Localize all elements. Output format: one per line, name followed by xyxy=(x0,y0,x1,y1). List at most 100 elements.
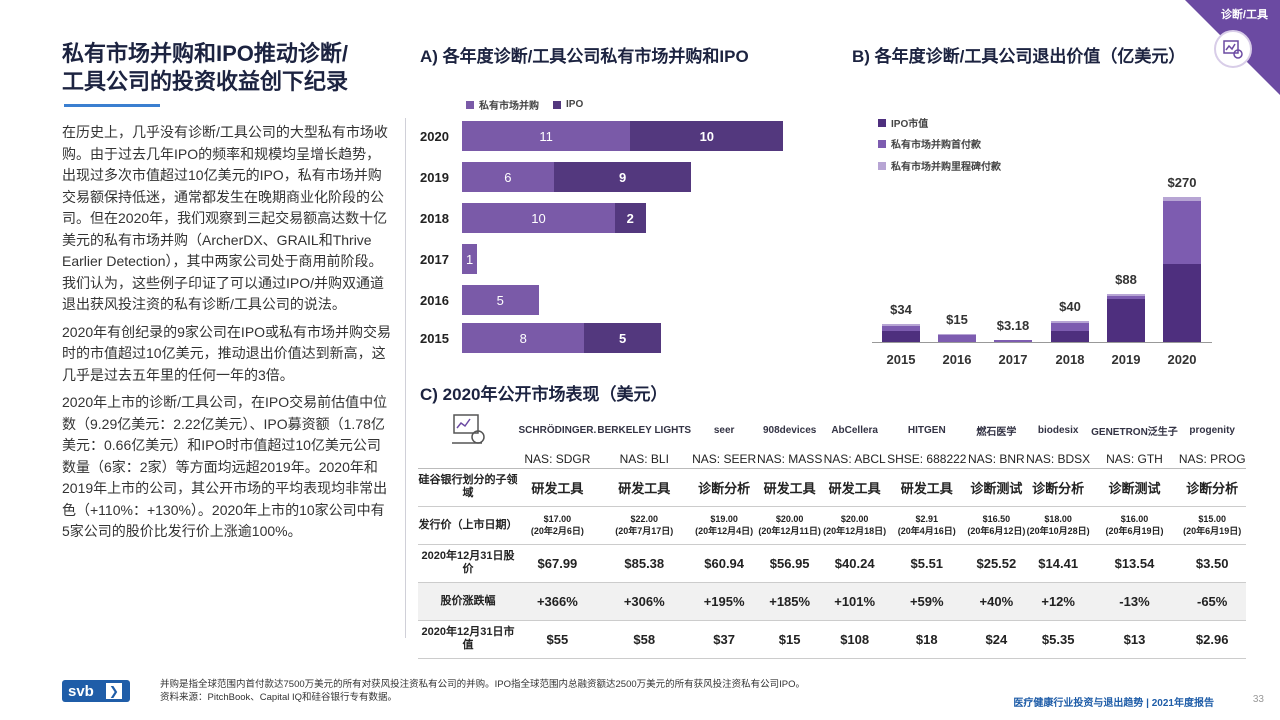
chart-a-row: 2019 6 9 xyxy=(420,161,692,193)
table-cell: 研发工具 xyxy=(822,468,887,507)
page-title: 私有市场并购和IPO推动诊断/ 工具公司的投资收益创下纪录 xyxy=(62,40,348,96)
chart-b-bar-ipo xyxy=(1163,264,1201,342)
table-cell: -65% xyxy=(1178,582,1246,621)
page-number: 33 xyxy=(1252,694,1264,705)
table-cell: $15 xyxy=(756,620,823,659)
corner-label: 诊断/工具 xyxy=(1220,9,1268,21)
chart-b-bar-upfront xyxy=(994,340,1032,342)
chart-a-year-label: 2015 xyxy=(420,330,449,346)
ticker-cell: NAS: BDSX xyxy=(1025,450,1091,469)
ticker-cell: NAS: SEER xyxy=(691,450,757,469)
table-cell: $18.00 (20年10月28日) xyxy=(1025,506,1091,545)
chart-b-legend-ipo: IPO市值 xyxy=(878,115,928,130)
chart-b-bar-milestone xyxy=(1163,197,1201,201)
body-paragraph-1: 在历史上，几乎没有诊断/工具公司的大型私有市场收购。由于过去几年IPO的频率和规… xyxy=(62,124,388,312)
chart-a-bar-ma: 10 xyxy=(462,203,615,233)
chart-b-year-label: 2017 xyxy=(998,352,1028,367)
chart-b-bar-milestone xyxy=(882,323,920,326)
table-row: 硅谷银行划分的子领域 研发工具 研发工具 诊断分析 研发工具 研发工具 研发工具 诊断测试 诊断… xyxy=(418,468,1246,507)
monitor-icon xyxy=(452,413,485,444)
chart-a-bar-ipo: 2 xyxy=(615,203,646,233)
chart-a-year-label: 2020 xyxy=(420,128,449,144)
table-cell: $25.52 xyxy=(966,544,1026,583)
title-line2: 工具公司的投资收益创下纪录 xyxy=(62,69,349,94)
table-cell: 研发工具 xyxy=(596,468,692,507)
table-cell: $55 xyxy=(518,620,597,659)
chart-a-row: 2017 1 xyxy=(420,243,478,275)
chart-b-total-label: $88 xyxy=(1115,272,1137,288)
divider xyxy=(405,118,406,638)
title-line1: 私有市场并购和IPO推动诊断/ xyxy=(62,41,349,66)
chart-b-bar-upfront xyxy=(1163,200,1201,265)
table-cell: $16.00 (20年6月19日) xyxy=(1090,506,1179,545)
chart-a-bar-ma: 1 xyxy=(462,244,478,274)
chart-a-year-label: 2016 xyxy=(420,292,449,308)
table-cell: $5.51 xyxy=(886,544,967,583)
row-header: 硅谷银行划分的子领域 xyxy=(418,468,518,507)
chart-c-title: C) 2020年公开市场表现（美元） xyxy=(420,385,668,404)
row-header: 2020年12月31日股价 xyxy=(418,544,518,583)
company-logo: seer xyxy=(713,424,735,436)
table-cell: 诊断分析 xyxy=(1178,468,1246,507)
chart-b-total-label: $15 xyxy=(946,311,968,327)
table-cell: $15.00 (20年6月19日) xyxy=(1178,506,1246,545)
table-cell: 研发工具 xyxy=(518,468,597,507)
table-cell: $108 xyxy=(822,620,887,659)
table-cell: +366% xyxy=(518,582,597,621)
company-logo: 燃石医学 xyxy=(976,426,1017,438)
chart-b-bar-upfront xyxy=(1051,323,1089,332)
table-cell: $2.91 (20年4月16日) xyxy=(886,506,967,545)
chart-b-total-label: $34 xyxy=(890,301,912,317)
legend-ipo: IPO xyxy=(566,99,584,110)
chart-a-bar-ma: 11 xyxy=(462,121,631,151)
chart-b-bar-upfront xyxy=(882,325,920,332)
chart-b-bar-ipo xyxy=(1051,331,1089,342)
chart-b-year-label: 2016 xyxy=(942,352,972,367)
table-cell: $17.00 (20年2月6日) xyxy=(518,506,597,545)
body-paragraph-2: 2020年有创纪录的9家公司在IPO或私有市场并购交易时的市值超过10亿美元，推… xyxy=(62,323,392,383)
chart-a-bar-ma: 5 xyxy=(462,285,539,315)
row-header: 发行价（上市日期） xyxy=(418,506,518,545)
company-logo: HITGEN xyxy=(907,424,946,436)
chart-b-bar-upfront xyxy=(1107,295,1145,300)
company-logo: progenity xyxy=(1189,424,1235,436)
chart-b-bar-ipo xyxy=(1107,299,1145,342)
chart-a-year-label: 2017 xyxy=(420,251,449,267)
table-cell: +101% xyxy=(822,582,887,621)
chart-b-legend-upfront: 私有市场并购首付款 xyxy=(878,136,981,151)
table-cell: 诊断分析 xyxy=(1025,468,1091,507)
table-row: 股价涨跌幅 +366% +306% +195% +185% +101% +59% +40% +1… xyxy=(418,582,1246,621)
footnote-line2: 资料来源：PitchBook、Capital IQ和硅谷银行专有数据。 xyxy=(160,692,398,703)
chart-b-bar-milestone xyxy=(1107,294,1145,296)
chart-b-total-label: $270 xyxy=(1167,175,1197,190)
company-logo: BERKELEY LIGHTS xyxy=(597,424,692,436)
table-cell: $18 xyxy=(886,620,967,659)
table-row: 2020年12月31日股价 $67.99 $85.38 $60.94 $56.95 $40… xyxy=(418,544,1246,583)
table-cell: $56.95 xyxy=(756,544,823,583)
ticker-row: NAS: SDGR NAS: BLI NAS: SEER NAS: MASS NAS: … xyxy=(418,450,1246,469)
table-cell: $20.00 (20年12月18日) xyxy=(822,506,887,545)
chart-b-total-label: $40 xyxy=(1059,298,1081,314)
table-cell: 诊断分析 xyxy=(691,468,757,507)
chart-a-title: A) 各年度诊断/工具公司私有市场并购和IPO xyxy=(420,47,749,66)
table-icon-cell xyxy=(418,410,518,450)
chart-b-year-label: 2019 xyxy=(1111,352,1141,367)
chart-b-total-label: $3.18 xyxy=(996,318,1030,334)
table-cell: +59% xyxy=(886,582,967,621)
company-logo: AbCellera xyxy=(831,424,878,436)
title-rule xyxy=(64,104,160,107)
body-paragraph-3: 2020年上市的诊断/工具公司，在IPO交易前估值中位数（9.29亿美元：2.2… xyxy=(62,394,388,539)
table-cell: 诊断测试 xyxy=(1090,468,1179,507)
chart-a-bar-ipo: 10 xyxy=(630,121,784,151)
chart-a-row: 2016 5 xyxy=(420,284,539,316)
table-cell: $13 xyxy=(1090,620,1179,659)
chevron-right-icon: ❯ xyxy=(105,683,122,699)
company-logo: biodesix xyxy=(1037,424,1079,436)
chart-b-year-label: 2018 xyxy=(1055,352,1085,367)
table-row: 2020年12月31日市值 $55 $58 $37 $15 $108 $18 $24 $5.35… xyxy=(418,620,1246,659)
table-cell: 诊断测试 xyxy=(966,468,1026,507)
ticker-cell: NAS: BLI xyxy=(596,450,692,469)
table-cell: 研发工具 xyxy=(756,468,823,507)
table-cell: -13% xyxy=(1090,582,1179,621)
chart-a-legend: 私有市场并购 IPO xyxy=(466,97,583,112)
